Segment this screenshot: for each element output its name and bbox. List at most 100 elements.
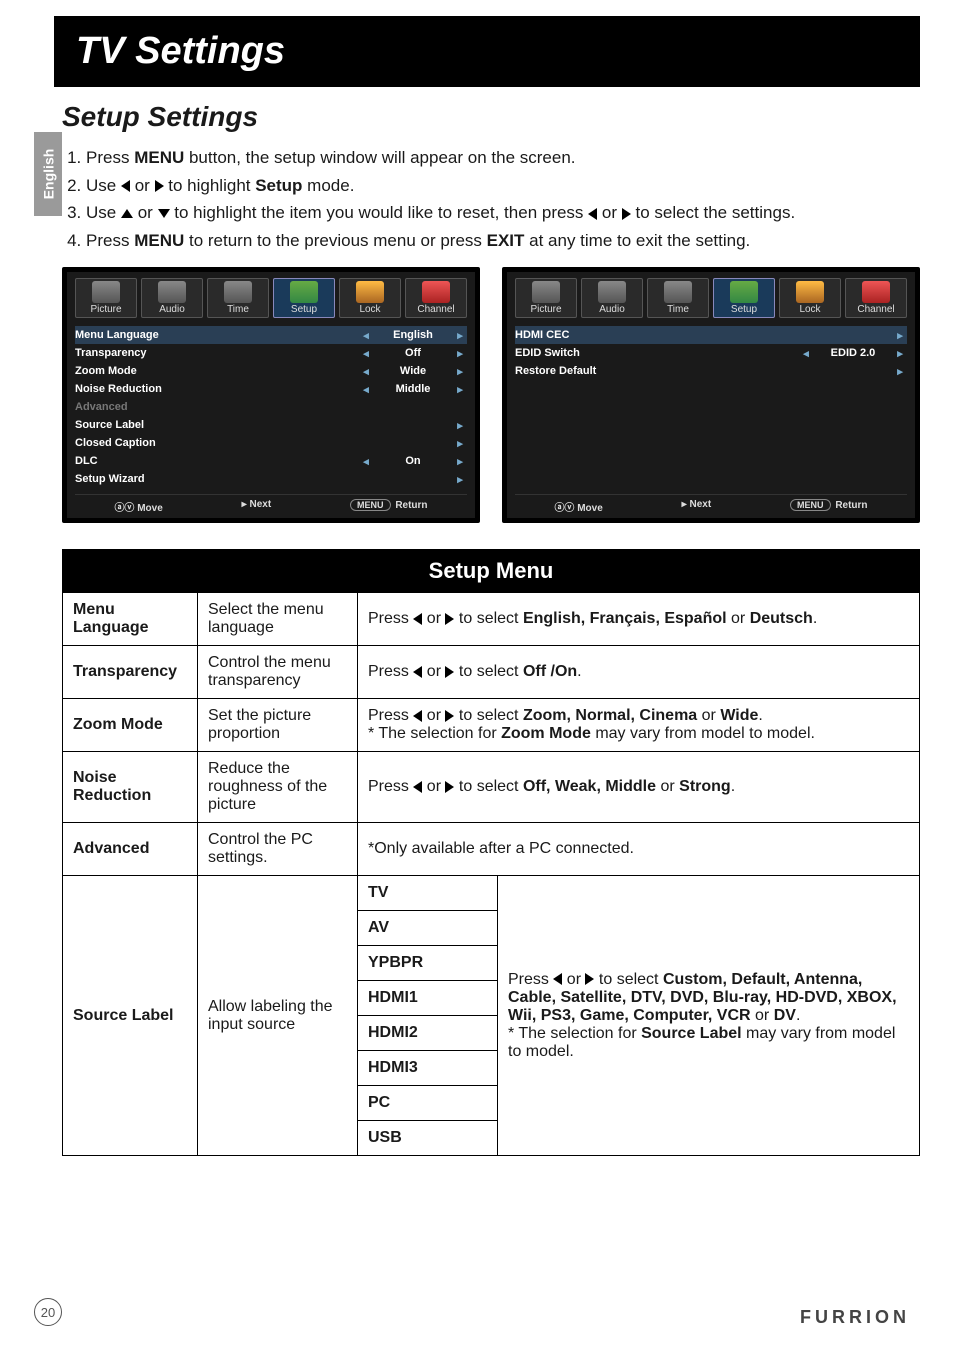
left-arrow-icon: ◂ (359, 455, 373, 468)
page-title: TV Settings (54, 16, 920, 87)
osd-tab-label: Time (667, 304, 689, 315)
osd-item[interactable]: Closed Caption▸ (75, 434, 467, 452)
page-number: 20 (34, 1298, 62, 1326)
right-arrow-icon (445, 666, 454, 678)
page-container: English TV Settings Setup Settings Press… (0, 0, 954, 1354)
label: Return (835, 500, 867, 511)
right-arrow-icon: ▸ (453, 383, 467, 396)
osd-item-label: Closed Caption (75, 437, 359, 449)
osd-item[interactable]: Restore Default▸ (515, 362, 907, 380)
source-input-name: AV (358, 911, 498, 946)
osd-item-value: Middle (373, 383, 453, 395)
osd-item[interactable]: Source Label▸ (75, 416, 467, 434)
text: to highlight the item you would like to … (174, 203, 588, 222)
osd-item[interactable]: Menu Language◂English▸ (75, 326, 467, 344)
row-instruction: Press or to select Zoom, Normal, Cinema … (358, 699, 920, 752)
left-arrow-icon: ◂ (359, 365, 373, 378)
section-heading: Setup Settings (62, 101, 920, 133)
osd-footer-next: ▸ Next (242, 499, 272, 514)
menu-pill: MENU (790, 499, 831, 511)
osd-item-label: DLC (75, 455, 359, 467)
label: Return (395, 500, 427, 511)
left-arrow-icon (588, 208, 597, 220)
table-row: Noise ReductionReduce the roughness of t… (63, 752, 920, 823)
osd-item-label: Restore Default (515, 365, 799, 377)
content-area: Setup Settings Press MENU button, the se… (62, 101, 920, 1156)
label: Next (249, 499, 271, 510)
osd-item-value: Off (373, 347, 453, 359)
row-desc: Select the menu language (198, 593, 358, 646)
source-input-name: HDMI1 (358, 981, 498, 1016)
text: mode. (302, 176, 354, 195)
right-arrow-icon (622, 208, 631, 220)
osd-tab-channel[interactable]: Channel (845, 278, 907, 318)
osd-tab-channel[interactable]: Channel (405, 278, 467, 318)
text-bold: MENU (134, 231, 184, 250)
osd-tab-time[interactable]: Time (647, 278, 709, 318)
osd-tab-setup[interactable]: Setup (713, 278, 775, 318)
osd-tab-bar: Picture Audio Time Setup Lock Channel (515, 278, 907, 318)
osd-item-label: EDID Switch (515, 347, 799, 359)
osd-item-value: On (373, 455, 453, 467)
osd-item[interactable]: HDMI CEC▸ (515, 326, 907, 344)
table-row: AdvancedControl the PC settings.*Only av… (63, 823, 920, 876)
row-desc: Allow labeling the input source (198, 876, 358, 1156)
language-tab-label: English (40, 149, 56, 200)
osd-item[interactable]: DLC◂On▸ (75, 452, 467, 470)
row-desc: Reduce the roughness of the picture (198, 752, 358, 823)
instruction-item: Use or to highlight Setup mode. (86, 173, 920, 199)
osd-footer-next: ▸ Next (682, 499, 712, 514)
brand-logo: FURRION (800, 1307, 910, 1328)
row-instruction: Press or to select English, Français, Es… (358, 593, 920, 646)
osd-tab-picture[interactable]: Picture (515, 278, 577, 318)
osd-tab-picture[interactable]: Picture (75, 278, 137, 318)
osd-tab-audio[interactable]: Audio (141, 278, 203, 318)
menu-pill: MENU (350, 499, 391, 511)
label: Next (689, 499, 711, 510)
osd-item[interactable]: Zoom Mode◂Wide▸ (75, 362, 467, 380)
right-arrow-icon: ▸ (453, 347, 467, 360)
right-arrow-icon: ▸ (453, 455, 467, 468)
left-arrow-icon: ◂ (799, 347, 813, 360)
right-arrow-icon (445, 613, 454, 625)
source-input-name: USB (358, 1121, 498, 1156)
osd-item[interactable]: Noise Reduction◂Middle▸ (75, 380, 467, 398)
osd-tab-audio[interactable]: Audio (581, 278, 643, 318)
left-arrow-icon (413, 781, 422, 793)
text: to select the settings. (635, 203, 795, 222)
osd-item[interactable]: Transparency◂Off▸ (75, 344, 467, 362)
osd-item-label: Zoom Mode (75, 365, 359, 377)
osd-item-label: Transparency (75, 347, 359, 359)
osd-item[interactable]: EDID Switch◂EDID 2.0▸ (515, 344, 907, 362)
left-arrow-icon (413, 613, 422, 625)
source-input-name: HDMI2 (358, 1016, 498, 1051)
text-bold: EXIT (487, 231, 525, 250)
table-row: TransparencyControl the menu transparenc… (63, 646, 920, 699)
osd-tab-setup[interactable]: Setup (273, 278, 335, 318)
table-row: Zoom ModeSet the picture proportionPress… (63, 699, 920, 752)
osd-item[interactable]: Setup Wizard▸ (75, 470, 467, 488)
row-name: Source Label (63, 876, 198, 1156)
source-input-name: HDMI3 (358, 1051, 498, 1086)
left-arrow-icon (413, 666, 422, 678)
osd-tab-label: Audio (599, 304, 625, 315)
osd-body: Menu Language◂English▸Transparency◂Off▸Z… (75, 324, 467, 490)
text: Press (86, 148, 134, 167)
osd-tab-label: Lock (359, 304, 380, 315)
source-input-name: PC (358, 1086, 498, 1121)
osd-tab-lock[interactable]: Lock (779, 278, 841, 318)
osd-tab-lock[interactable]: Lock (339, 278, 401, 318)
osd-item-label: Advanced (75, 401, 359, 413)
text-bold: MENU (134, 148, 184, 167)
osd-tab-label: Picture (90, 304, 121, 315)
osd-item-label: Source Label (75, 419, 359, 431)
osd-footer-return: MENU Return (790, 499, 868, 514)
osd-item[interactable]: Advanced (75, 398, 467, 416)
setup-menu-table: Setup Menu Menu LanguageSelect the menu … (62, 549, 920, 1156)
osd-tab-time[interactable]: Time (207, 278, 269, 318)
osd-tab-label: Audio (159, 304, 185, 315)
instruction-item: Press MENU to return to the previous men… (86, 228, 920, 254)
osd-item-label: Menu Language (75, 329, 359, 341)
text: button, the setup window will appear on … (184, 148, 575, 167)
right-arrow-icon (585, 973, 594, 985)
